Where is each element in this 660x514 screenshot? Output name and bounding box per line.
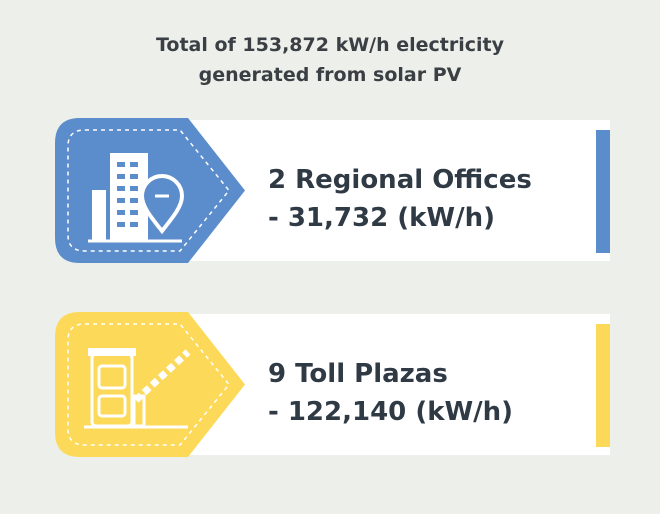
window [130, 174, 138, 179]
icon [88, 153, 185, 243]
window [130, 186, 138, 191]
map-pin [139, 174, 185, 235]
card-value: - 122,140 (kW/h) [268, 397, 513, 427]
window [130, 222, 138, 227]
window [130, 198, 138, 203]
window [130, 162, 138, 167]
card-label: 9 Toll Plazas [268, 359, 448, 389]
window [117, 198, 125, 203]
window [117, 186, 125, 191]
booth-panel [97, 394, 127, 418]
building-side [92, 190, 106, 240]
window [117, 222, 125, 227]
icon [84, 348, 191, 429]
window [117, 210, 125, 215]
window [117, 162, 125, 167]
card-label: 2 Regional Offices [268, 165, 532, 195]
card: 9 Toll Plazas - 122,140 (kW/h) [55, 312, 610, 457]
booth-window [97, 364, 127, 390]
card-accent [596, 324, 610, 447]
badge-dashed-border [67, 129, 230, 252]
card-accent [596, 130, 610, 253]
badge-dashed-border [67, 323, 230, 446]
booth-roof [88, 348, 136, 356]
card-value: - 31,732 (kW/h) [268, 203, 495, 233]
barrier [133, 349, 191, 403]
window [130, 210, 138, 215]
window [117, 174, 125, 179]
card: 2 Regional Offices - 31,732 (kW/h) [55, 118, 610, 263]
title: Total of 153,872 kW/h electricity genera… [155, 34, 505, 86]
